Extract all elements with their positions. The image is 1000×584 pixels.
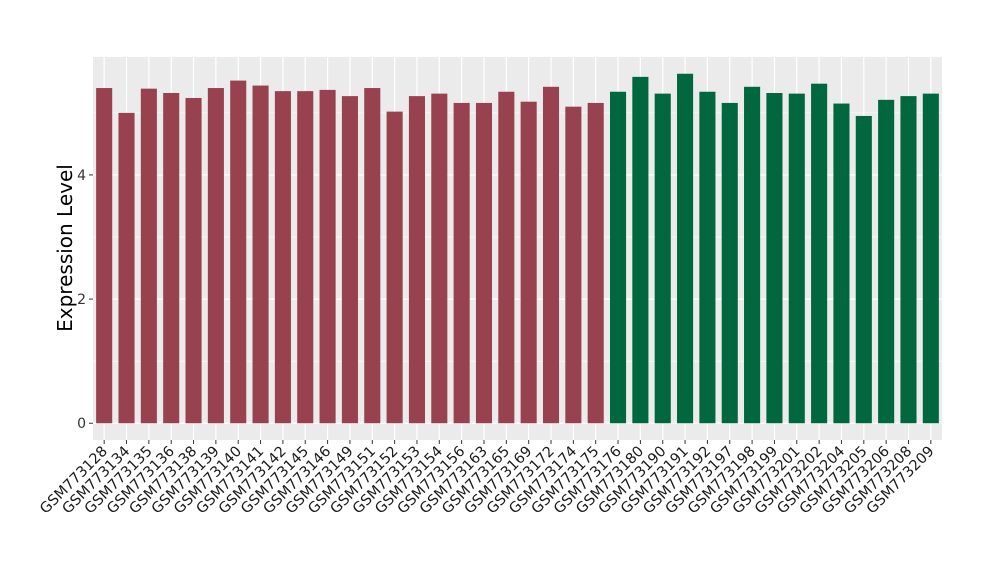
y-tick-label: 4 [77, 168, 86, 184]
y-tick-label: 0 [77, 416, 86, 432]
y-tick-label: 2 [77, 292, 86, 308]
y-axis-label: Expression Level [53, 164, 77, 332]
bar-GSM773190 [654, 93, 671, 424]
bar-GSM773208 [900, 96, 917, 424]
bar-GSM773175 [587, 102, 604, 424]
bar-GSM773192 [699, 91, 716, 424]
bar-GSM773149 [341, 96, 358, 424]
bar-GSM773163 [475, 102, 493, 424]
bar-GSM773134 [118, 112, 135, 424]
bar-GSM773141 [252, 85, 269, 424]
bar-GSM773151 [364, 88, 381, 424]
bar-GSM773135 [140, 88, 157, 424]
bar-GSM773198 [744, 86, 761, 424]
x-axis: GSM773128GSM773134GSM773135GSM773136GSM7… [37, 440, 938, 517]
bar-GSM773206 [878, 99, 895, 424]
bar-GSM773139 [207, 88, 224, 424]
bar-GSM773202 [811, 83, 828, 424]
bar-GSM773128 [96, 88, 113, 424]
bar-GSM773174 [565, 106, 582, 424]
bar-GSM773146 [319, 89, 336, 424]
bar-GSM773204 [833, 103, 850, 424]
bar-GSM773153 [408, 96, 426, 424]
bar-GSM773197 [721, 102, 738, 424]
bar-GSM773138 [185, 97, 202, 424]
bar-GSM773191 [677, 73, 694, 424]
bar-GSM773176 [609, 91, 627, 424]
bar-GSM773145 [297, 91, 314, 424]
bar-GSM773172 [542, 86, 560, 424]
bar-GSM773142 [274, 91, 291, 424]
bar-GSM773205 [855, 115, 872, 424]
bar-GSM773152 [386, 111, 403, 424]
bar-GSM773199 [766, 93, 783, 424]
bar-GSM773180 [632, 76, 649, 424]
bar-GSM773209 [922, 93, 939, 424]
bar-GSM773136 [163, 93, 180, 424]
bar-GSM773140 [230, 80, 247, 424]
bar-GSM773165 [498, 91, 515, 424]
bar-GSM773154 [431, 93, 448, 424]
bar-GSM773156 [453, 102, 470, 424]
bars [96, 73, 939, 424]
bar-GSM773169 [520, 101, 537, 424]
bar-GSM773201 [788, 93, 805, 424]
y-axis: 0 2 4 [77, 168, 93, 432]
